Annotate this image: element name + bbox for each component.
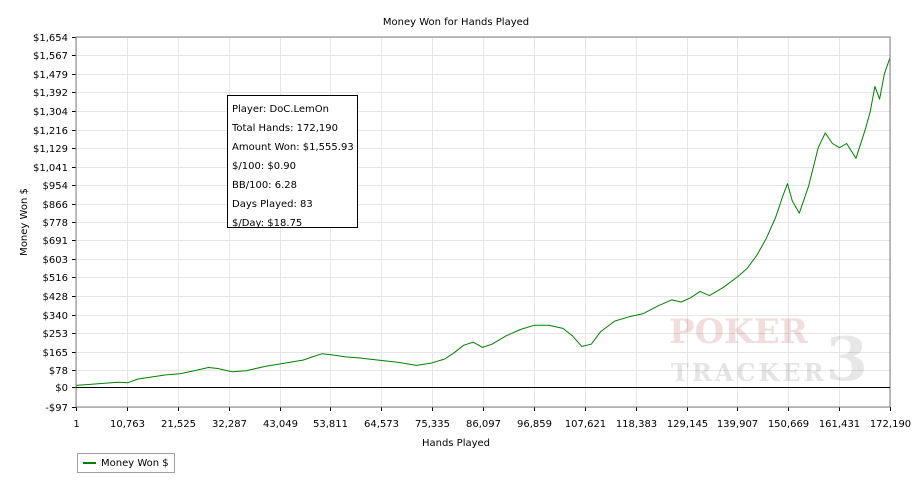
y-tick-label: $954	[43, 181, 68, 192]
x-tick-label: 1	[73, 419, 79, 430]
y-tick-label: $78	[49, 366, 68, 377]
watermark: POKER TRACKER 3	[669, 312, 868, 395]
watermark-3: 3	[826, 325, 868, 395]
x-tick-label: 118,383	[616, 419, 657, 430]
x-tick-label: 172,190	[870, 419, 911, 430]
legend-swatch	[83, 462, 96, 464]
x-tick-label: 53,811	[313, 419, 348, 430]
series-line	[75, 57, 891, 386]
x-tick-label: 139,907	[717, 419, 758, 430]
y-tick-label: $866	[43, 200, 68, 211]
y-axis-ticks: -$97 $0 $78 $165 $253 $340 $428 $516 $603 $691 $77…	[33, 33, 76, 414]
y-tick-label: $1,304	[33, 107, 68, 118]
stat-player: Player: DoC.LemOn	[232, 104, 329, 115]
stat-amount-won: Amount Won: $1,555.93	[232, 142, 354, 153]
stat-per-day: $/Day: $18.75	[232, 218, 303, 229]
stats-box: Player: DoC.LemOn Total Hands: 172,190 A…	[227, 95, 358, 229]
x-tick-label: 96,859	[517, 419, 552, 430]
y-tick-label: $516	[43, 273, 68, 284]
x-tick-label: 32,287	[212, 419, 247, 430]
y-tick-label: $691	[43, 236, 68, 247]
x-axis-title: Hands Played	[422, 438, 490, 449]
y-tick-label: $603	[43, 255, 68, 266]
legend: Money Won $	[77, 453, 175, 473]
y-tick-label: $1,479	[33, 70, 68, 81]
y-tick-label: $165	[43, 348, 68, 359]
y-tick-label: $340	[43, 311, 68, 322]
x-tick-label: 75,335	[415, 419, 450, 430]
legend-label: Money Won $	[101, 457, 169, 469]
x-tick-label: 64,573	[364, 419, 399, 430]
x-tick-label: 150,669	[768, 419, 809, 430]
stat-total-hands: Total Hands: 172,190	[232, 123, 338, 134]
y-axis-title: Money Won $	[19, 188, 30, 256]
y-tick-label: $1,654	[33, 33, 68, 44]
y-tick-label: $428	[43, 292, 68, 303]
stat-per-100: $/100: $0.90	[232, 161, 296, 172]
x-tick-label: 107,621	[565, 419, 606, 430]
x-axis-ticks: 1 10,763 21,525 32,287 43,049 53,811 64,573 75,…	[73, 407, 911, 430]
y-tick-label: $1,392	[33, 88, 68, 99]
watermark-poker: POKER	[669, 312, 809, 352]
stat-bb-100: BB/100: 6.28	[232, 180, 297, 191]
plot-frame	[75, 36, 891, 408]
series-layer	[75, 57, 891, 386]
x-tick-label: 129,145	[667, 419, 708, 430]
y-tick-label: $1,041	[33, 163, 68, 174]
x-tick-label: 161,431	[819, 419, 860, 430]
y-tick-label: $0	[55, 383, 68, 394]
x-tick-label: 21,525	[161, 419, 196, 430]
stat-days-played: Days Played: 83	[232, 199, 313, 210]
y-tick-label: $778	[43, 218, 68, 229]
chart-title: Money Won for Hands Played	[383, 17, 529, 28]
y-tick-label: -$97	[45, 403, 68, 414]
x-tick-label: 86,097	[466, 419, 501, 430]
y-tick-label: $1,216	[33, 126, 68, 137]
y-tick-label: $1,129	[33, 144, 68, 155]
y-tick-label: $253	[43, 329, 68, 340]
x-tick-label: 43,049	[263, 419, 298, 430]
watermark-tracker: TRACKER	[671, 358, 827, 387]
y-tick-label: $1,567	[33, 51, 68, 62]
x-tick-label: 10,763	[110, 419, 145, 430]
